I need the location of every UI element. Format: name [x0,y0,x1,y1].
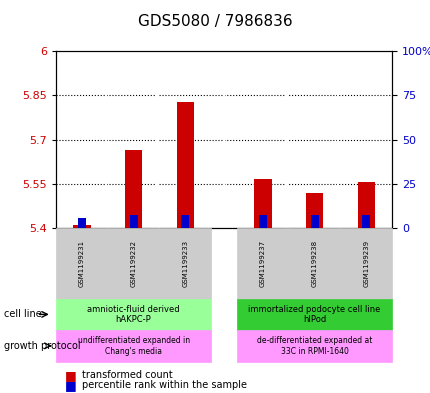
Bar [254,179,271,228]
Text: ■: ■ [64,369,76,382]
Text: transformed count: transformed count [82,370,172,380]
Text: GSM1199238: GSM1199238 [311,240,317,287]
Bar [305,193,322,228]
Bar [176,102,194,228]
Bar [129,215,137,228]
Bar [258,215,266,228]
Text: GSM1199237: GSM1199237 [259,240,265,287]
Text: growth protocol: growth protocol [4,341,81,351]
Text: GDS5080 / 7986836: GDS5080 / 7986836 [138,14,292,29]
Text: GSM1199233: GSM1199233 [182,240,188,287]
Text: GSM1199231: GSM1199231 [79,240,85,287]
Bar [181,215,189,228]
Bar [125,150,142,228]
Bar [357,182,374,228]
Text: cell line: cell line [4,309,42,320]
Text: amniotic-fluid derived
hAKPC-P: amniotic-fluid derived hAKPC-P [87,305,179,324]
Text: GSM1199232: GSM1199232 [130,240,136,287]
Bar [78,218,86,228]
Bar [362,215,369,228]
Bar [310,215,318,228]
Text: immortalized podocyte cell line
hIPod: immortalized podocyte cell line hIPod [248,305,380,324]
Text: ■: ■ [64,378,76,392]
Text: percentile rank within the sample: percentile rank within the sample [82,380,246,390]
Text: de-differentiated expanded at
33C in RPMI-1640: de-differentiated expanded at 33C in RPM… [256,336,372,356]
Text: GSM1199239: GSM1199239 [362,240,369,287]
Text: undifferentiated expanded in
Chang's media: undifferentiated expanded in Chang's med… [77,336,189,356]
Bar [73,225,90,228]
